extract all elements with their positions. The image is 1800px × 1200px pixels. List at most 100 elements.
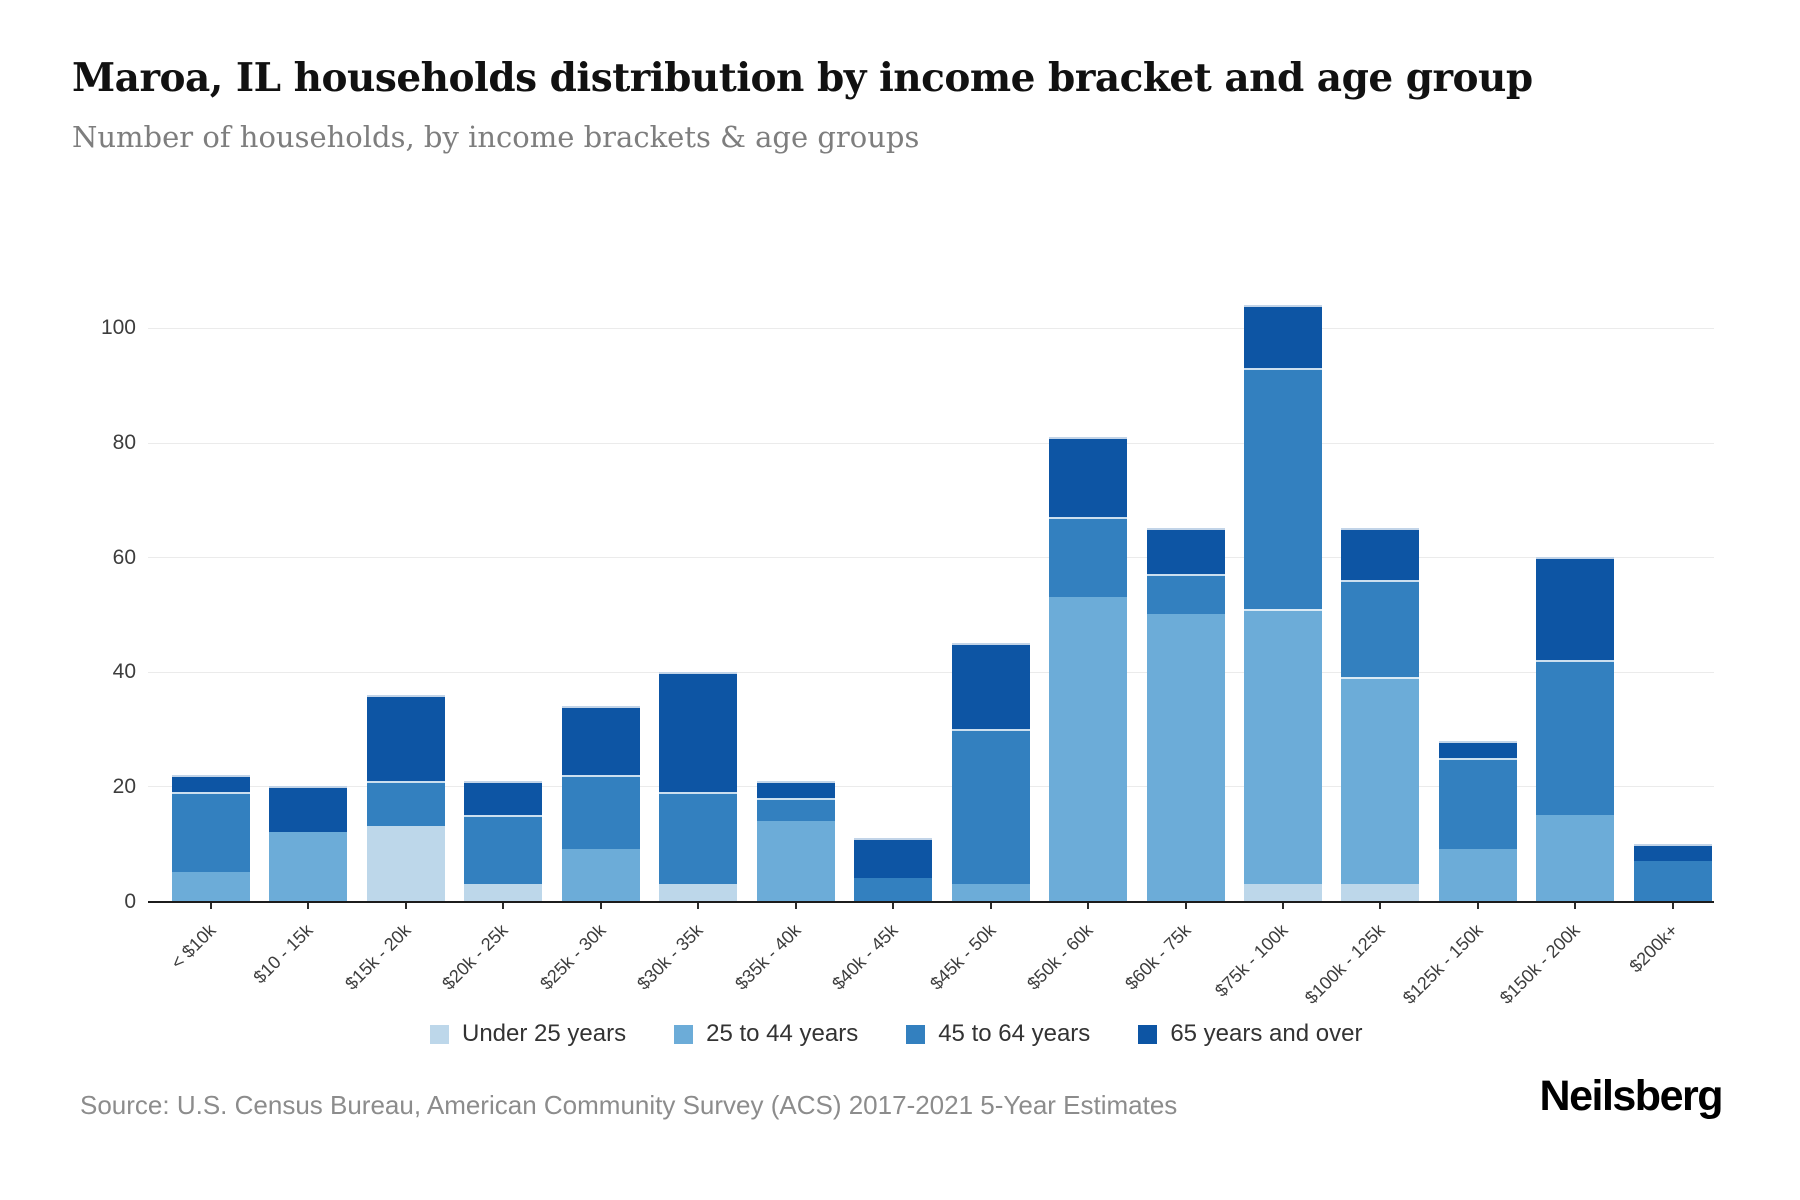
bar-segment[interactable] [756,820,835,901]
x-axis-tick-label: $20k - 25k [438,920,513,994]
bar-segment[interactable] [172,774,250,793]
bar-segment[interactable] [366,780,445,827]
bar-segment[interactable] [1341,883,1420,901]
bar-segment[interactable] [1633,860,1712,901]
bar-segment[interactable] [1536,660,1615,816]
bar-segment[interactable] [756,780,835,798]
bar-segment[interactable] [561,849,640,901]
chart-legend: Under 25 years 25 to 44 years 45 to 64 yea… [430,1020,1362,1048]
bar-segment[interactable] [951,729,1030,884]
x-axis-tick-label: $30k - 35k [633,920,707,994]
bar-segment[interactable] [1146,614,1225,901]
bar-segment[interactable] [659,792,738,884]
x-axis-tick-label: $150k - 200k [1496,920,1585,1008]
brand-logo: Neilsberg [1539,1072,1724,1120]
bar-segment[interactable] [854,837,933,879]
x-axis-tick-label: < $10k [167,920,220,973]
bar-segment[interactable] [269,832,348,901]
x-axis-tick [307,902,310,909]
legend-item[interactable]: 45 to 64 years [906,1020,1090,1048]
bar-segment[interactable] [1243,883,1322,901]
bar-segment[interactable] [659,671,738,793]
bar-segment[interactable] [172,792,250,873]
legend-item[interactable]: Under 25 years [430,1020,626,1048]
legend-item[interactable]: 65 years and over [1138,1020,1362,1048]
bar-segment[interactable] [1438,757,1517,850]
x-axis-tick [794,902,797,909]
x-axis-line [148,901,1714,903]
x-axis-tick [989,902,992,909]
legend-item[interactable]: 25 to 44 years [674,1020,858,1048]
x-axis-tick [1574,902,1577,909]
y-axis-tick-label: 60 [112,545,136,569]
bar-segment[interactable] [1243,304,1322,368]
bar-segment[interactable] [1049,597,1128,901]
x-axis-tick [892,902,895,909]
bar-segment[interactable] [1438,849,1517,901]
bar-segment[interactable] [1341,677,1420,884]
x-axis-tick [1087,902,1090,909]
bar-segment[interactable] [1633,843,1712,861]
x-axis-tick [502,902,505,909]
bar-segment[interactable] [1341,580,1420,678]
legend-label: 25 to 44 years [706,1020,859,1047]
bar-segment[interactable] [1438,740,1517,758]
bar-segment[interactable] [756,797,835,821]
legend-label: 65 years and over [1170,1020,1363,1047]
y-axis-tick-label: 80 [112,431,136,455]
legend-swatch [1138,1024,1158,1044]
bar-segment[interactable] [1146,528,1225,575]
y-axis-tick-label: 100 [100,316,136,340]
bar-segment[interactable] [464,883,543,901]
bar-segment[interactable] [1243,608,1322,884]
bar-segment[interactable] [951,883,1030,901]
x-axis-tick-label: $35k - 40k [730,920,805,994]
x-axis-tick-label: $10 - 15k [249,920,318,988]
x-axis-tick [697,902,700,909]
bar-segment[interactable] [561,774,640,850]
bar-segment[interactable] [1243,368,1322,609]
bar-segment[interactable] [561,706,640,775]
x-axis-tick [1184,902,1187,909]
x-axis-tick-label: $200k+ [1625,920,1682,977]
bar-segment[interactable] [172,872,250,901]
bar-segment[interactable] [366,826,445,901]
bar-segment[interactable] [366,694,445,781]
bar-segment[interactable] [659,883,738,901]
x-axis-tick-label: $15k - 20k [341,920,415,994]
y-axis-tick-label: 40 [112,660,136,684]
bar-segment[interactable] [1146,574,1225,615]
x-axis-tick [1379,902,1382,909]
gridline-60 [148,557,1714,559]
gridline-40 [148,671,1714,673]
bar-segment[interactable] [1049,436,1128,517]
y-axis-tick-label: 20 [112,774,136,798]
x-axis-tick [1671,902,1674,909]
x-axis-tick-label: $75k - 100k [1211,920,1292,1001]
bar-segment[interactable] [464,780,543,816]
legend-swatch [906,1024,926,1044]
y-axis-tick-label: 0 [124,889,136,913]
bar-segment[interactable] [1049,517,1128,598]
x-axis-tick-label: $40k - 45k [828,920,902,994]
x-axis-tick-label: $100k - 125k [1301,920,1390,1008]
source-note: Source: U.S. Census Bureau, American Com… [80,1090,1178,1120]
x-axis-tick [599,902,602,909]
legend-swatch [674,1024,694,1044]
bar-segment[interactable] [1536,815,1615,901]
bar-segment[interactable] [464,815,543,884]
legend-label: 45 to 64 years [938,1020,1091,1047]
bar-segment[interactable] [951,643,1030,730]
x-axis-tick [1476,902,1479,909]
x-axis-tick-label: $60k - 75k [1120,920,1195,994]
x-axis-tick-label: $125k - 150k [1398,920,1487,1008]
gridline-100 [148,327,1714,329]
x-axis-tick [1281,902,1284,909]
bar-segment[interactable] [854,878,933,901]
bar-segment[interactable] [269,786,348,833]
bar-segment[interactable] [1536,557,1615,661]
bar-segment[interactable] [1341,528,1420,581]
chart-subtitle: Number of households, by income brackets… [72,120,920,154]
